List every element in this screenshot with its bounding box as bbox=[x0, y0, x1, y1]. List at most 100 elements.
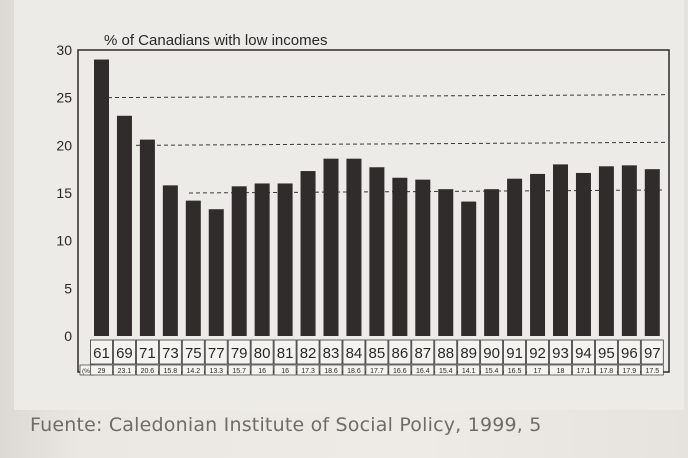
value-label-box bbox=[273, 364, 297, 376]
data-label: 17.7 bbox=[370, 368, 384, 375]
x-tick-label: 95 bbox=[598, 345, 615, 362]
bar bbox=[553, 164, 568, 336]
bar bbox=[461, 201, 477, 336]
year-label-box bbox=[250, 339, 274, 365]
x-tick-label: 90 bbox=[483, 345, 500, 362]
bar bbox=[139, 139, 155, 336]
value-label-box bbox=[296, 364, 320, 376]
data-label: 17.9 bbox=[623, 368, 637, 375]
data-label: 18.6 bbox=[347, 368, 361, 375]
bar bbox=[575, 172, 591, 336]
data-label: 17 bbox=[534, 368, 542, 375]
x-tick-label: 80 bbox=[254, 345, 271, 362]
x-tick-label: 75 bbox=[185, 345, 202, 362]
value-label-box bbox=[411, 364, 435, 376]
year-label-box bbox=[595, 339, 618, 365]
x-tick-label: 93 bbox=[552, 345, 569, 362]
chart-figure: % of Canadians with low incomes 0 5 10 15 20 2… bbox=[14, 0, 684, 410]
x-tick-label: 73 bbox=[162, 345, 179, 362]
x-tick-label: 86 bbox=[392, 345, 409, 362]
year-label-box bbox=[617, 339, 641, 365]
value-label-box bbox=[227, 364, 251, 376]
year-label-box bbox=[181, 339, 205, 365]
value-label-box bbox=[159, 364, 182, 376]
value-label-box bbox=[181, 364, 205, 376]
bar-chart: % of Canadians with low incomes 0 5 10 15 20 2… bbox=[56, 32, 670, 376]
value-label-box bbox=[113, 364, 136, 376]
year-label-box bbox=[411, 339, 435, 365]
grid-line bbox=[93, 94, 666, 99]
value-label-box bbox=[457, 364, 481, 376]
chart-title: % of Canadians with low incomes bbox=[104, 32, 327, 49]
data-label: 17.3 bbox=[301, 368, 315, 375]
bar bbox=[231, 186, 247, 336]
value-label-box bbox=[480, 364, 503, 376]
value-label-box bbox=[388, 364, 412, 376]
y-tick-label: 5 bbox=[64, 280, 72, 296]
year-label-box bbox=[526, 339, 549, 365]
year-label-box bbox=[572, 339, 595, 365]
y-tick-label: 0 bbox=[64, 328, 72, 344]
x-tick-label: 89 bbox=[460, 345, 477, 362]
data-label: 14.2 bbox=[186, 368, 200, 375]
value-label-box bbox=[319, 364, 343, 376]
x-tick-label: 87 bbox=[414, 345, 431, 362]
x-tick-label: 81 bbox=[277, 345, 294, 362]
data-label: 18 bbox=[557, 368, 565, 375]
bar bbox=[484, 189, 500, 336]
bar bbox=[162, 185, 178, 336]
bar bbox=[415, 179, 431, 336]
bar bbox=[116, 115, 132, 336]
data-label: 15.7 bbox=[232, 368, 246, 375]
source-caption: Fuente: Caledonian Institute of Social P… bbox=[30, 414, 542, 436]
x-tick-label: 83 bbox=[323, 345, 340, 362]
y-tick-label: 30 bbox=[56, 42, 72, 58]
value-label-box bbox=[526, 364, 549, 376]
value-label-box bbox=[503, 364, 526, 376]
x-tick-label: 79 bbox=[231, 345, 248, 362]
year-label-box bbox=[342, 339, 366, 365]
data-label: 17.5 bbox=[645, 368, 659, 375]
value-label-box bbox=[434, 364, 458, 376]
x-tick-label: 94 bbox=[575, 345, 592, 362]
bar bbox=[94, 59, 109, 337]
bar bbox=[208, 209, 224, 336]
x-tick-label: 92 bbox=[529, 345, 546, 362]
year-label-box bbox=[640, 339, 664, 365]
year-label-box bbox=[480, 339, 504, 365]
value-label-box bbox=[342, 364, 366, 376]
value-label-box bbox=[572, 364, 595, 376]
y-tick-label: 20 bbox=[56, 137, 72, 153]
bar bbox=[323, 158, 339, 336]
data-label: 17.8 bbox=[600, 368, 614, 375]
value-label-box bbox=[250, 364, 274, 376]
x-tick-label: 82 bbox=[300, 345, 317, 362]
units-marker: (%) bbox=[82, 368, 92, 375]
year-label-box bbox=[273, 339, 297, 365]
data-label: 15.8 bbox=[164, 368, 178, 375]
year-label-box bbox=[388, 339, 412, 365]
x-tick-label: 97 bbox=[644, 345, 661, 362]
value-label-box bbox=[595, 364, 618, 376]
data-label: 16.5 bbox=[508, 368, 522, 375]
year-label-box bbox=[90, 339, 113, 365]
bar bbox=[277, 183, 293, 336]
year-label-box bbox=[204, 339, 228, 365]
data-label: 20.6 bbox=[141, 368, 155, 375]
year-label-box bbox=[158, 339, 182, 365]
bar bbox=[621, 165, 637, 336]
year-label-box bbox=[365, 339, 389, 365]
bar bbox=[346, 158, 362, 336]
x-tick-label: 96 bbox=[621, 345, 638, 362]
bar bbox=[598, 166, 614, 336]
value-label-box bbox=[365, 364, 389, 376]
year-label-box bbox=[549, 339, 572, 365]
year-label-box bbox=[319, 339, 343, 365]
x-tick-label: 69 bbox=[116, 345, 133, 362]
bar bbox=[300, 171, 316, 336]
data-label: 15.4 bbox=[485, 368, 499, 375]
bar bbox=[185, 200, 201, 336]
value-label-box bbox=[136, 364, 159, 376]
value-label-box bbox=[549, 364, 572, 376]
bar bbox=[392, 177, 408, 336]
